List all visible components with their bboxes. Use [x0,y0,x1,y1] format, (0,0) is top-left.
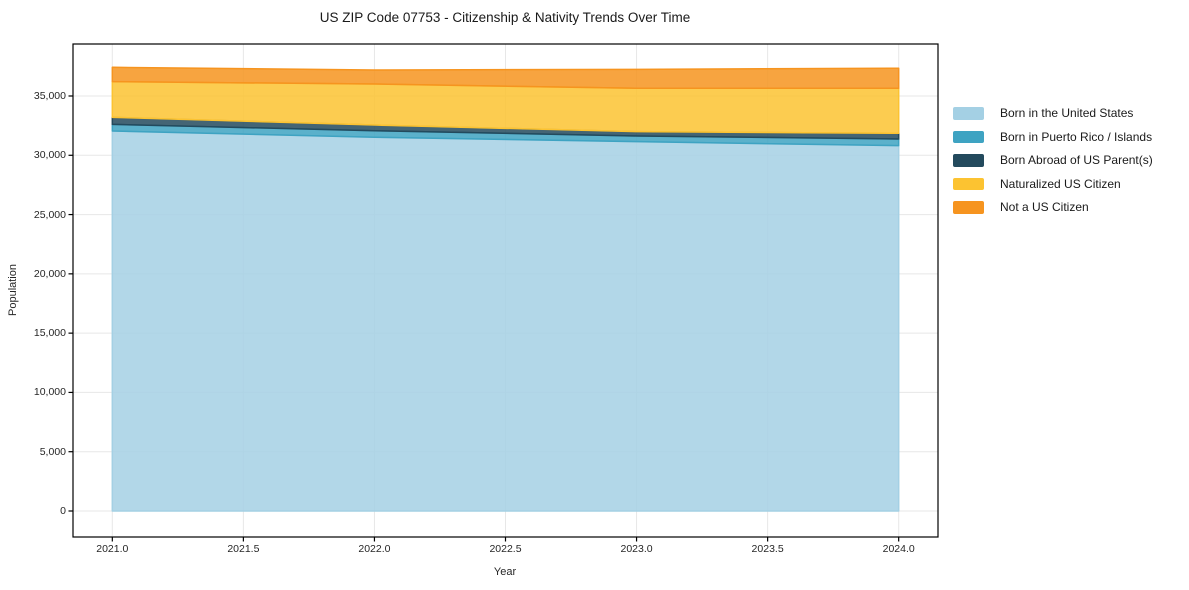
legend-item: Not a US Citizen [953,201,1153,214]
legend-item: Born Abroad of US Parent(s) [953,154,1153,167]
x-tick-label: 2022.0 [358,543,391,555]
y-tick-label: 0 [60,504,66,517]
legend-label: Not a US Citizen [1000,200,1089,214]
legend-swatch [953,130,984,144]
legend-label: Born in the United States [1000,106,1134,120]
legend-swatch [953,201,984,214]
area-series-4 [111,66,900,90]
y-tick-label: 15,000 [33,327,66,340]
legend-item: Born in Puerto Rico / Islands [953,129,1153,144]
legend-swatch [953,107,984,120]
x-tick-label: 2021.5 [227,543,260,555]
legend-item: Born in the United States [953,107,1153,120]
legend-item: Naturalized US Citizen [953,176,1153,191]
chart-title: US ZIP Code 07753 - Citizenship & Nativi… [319,10,691,25]
legend: Born in the United States Born in Puerto … [953,107,1153,214]
y-tick-label: 10,000 [33,386,66,399]
y-tick-label: 30,000 [33,149,66,162]
area-series-0 [111,130,900,512]
legend-swatch [953,154,984,167]
y-axis-label: Population [7,264,19,316]
x-tick-label: 2021.0 [96,543,129,555]
x-tick-label: 2023.5 [751,543,784,555]
x-tick-label: 2023.0 [620,543,653,555]
y-tick-label: 35,000 [33,89,66,102]
y-tick-label: 20,000 [33,267,66,280]
x-axis-label: Year [493,566,517,578]
legend-label: Born in Puerto Rico / Islands [1000,129,1153,144]
legend-swatch [953,177,984,191]
y-tick-label: 25,000 [33,208,66,221]
x-tick-label: 2022.5 [489,543,522,555]
x-tick-label: 2024.0 [882,543,915,555]
legend-label: Naturalized US Citizen [1000,176,1121,191]
legend-label: Born Abroad of US Parent(s) [1000,153,1153,167]
y-tick-label: 5,000 [39,445,66,458]
